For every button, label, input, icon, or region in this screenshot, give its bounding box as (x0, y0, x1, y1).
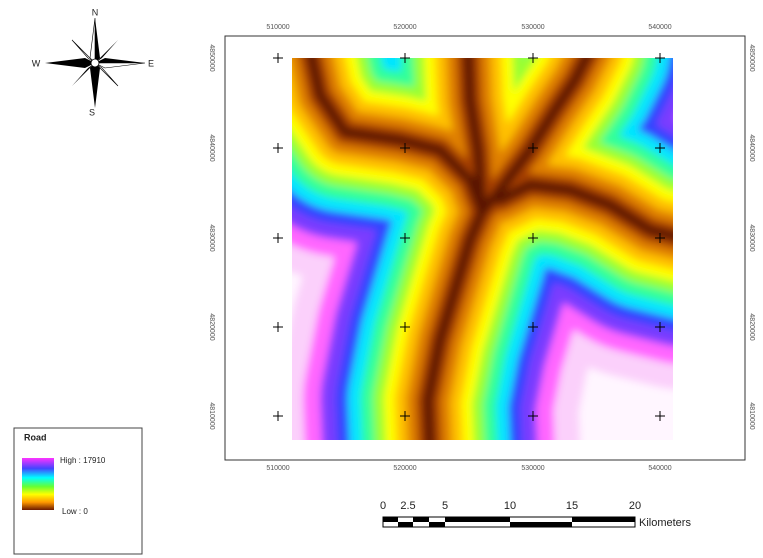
scale-label: 15 (566, 500, 578, 512)
graticule: 510000 510000 520000 520000 530000 530000 5400… (208, 24, 755, 472)
x-coord-label-top: 530000 (521, 24, 544, 31)
y-coord-label-left: 4820000 (208, 313, 215, 340)
y-coord-label-right: 4840000 (748, 134, 755, 161)
x-coord-label-top: 510000 (266, 24, 289, 31)
y-coord-label-right: 4850000 (748, 44, 755, 71)
legend-ramp (22, 458, 54, 510)
distance-band (463, 58, 487, 217)
scale-label: 10 (504, 500, 516, 512)
distance-band (477, 58, 592, 217)
distance-raster (292, 58, 673, 440)
x-coord-label-bottom: 540000 (648, 465, 671, 472)
distance-band (495, 180, 673, 241)
scale-label: 5 (442, 500, 448, 512)
legend-title: Road (24, 432, 47, 442)
legend-high: High : 17910 (60, 456, 106, 465)
scale-label: 0 (380, 500, 386, 512)
y-coord-label-right: 4810000 (748, 402, 755, 429)
y-coord-label-right: 4820000 (748, 313, 755, 340)
compass-s: S (89, 107, 95, 117)
compass (45, 17, 146, 108)
y-coord-label-left: 4840000 (208, 134, 215, 161)
scale-bar (382, 516, 636, 528)
compass-e: E (148, 58, 154, 68)
y-coord-label-left: 4810000 (208, 402, 215, 429)
compass-n: N (92, 7, 99, 17)
x-coord-label-top: 520000 (393, 24, 416, 31)
y-coord-label-left: 4830000 (208, 224, 215, 251)
y-coord-label-left: 4850000 (208, 44, 215, 71)
x-coord-label-bottom: 530000 (521, 465, 544, 472)
x-coord-label-bottom: 510000 (266, 465, 289, 472)
scale-label: 2.5 (400, 500, 415, 512)
scale-unit: Kilometers (639, 517, 691, 529)
legend-low: Low : 0 (62, 507, 88, 516)
y-coord-label-right: 4830000 (748, 224, 755, 251)
scale-label: 20 (629, 500, 641, 512)
x-coord-label-bottom: 520000 (393, 465, 416, 472)
x-coord-label-top: 540000 (648, 24, 671, 31)
compass-w: W (32, 58, 41, 68)
